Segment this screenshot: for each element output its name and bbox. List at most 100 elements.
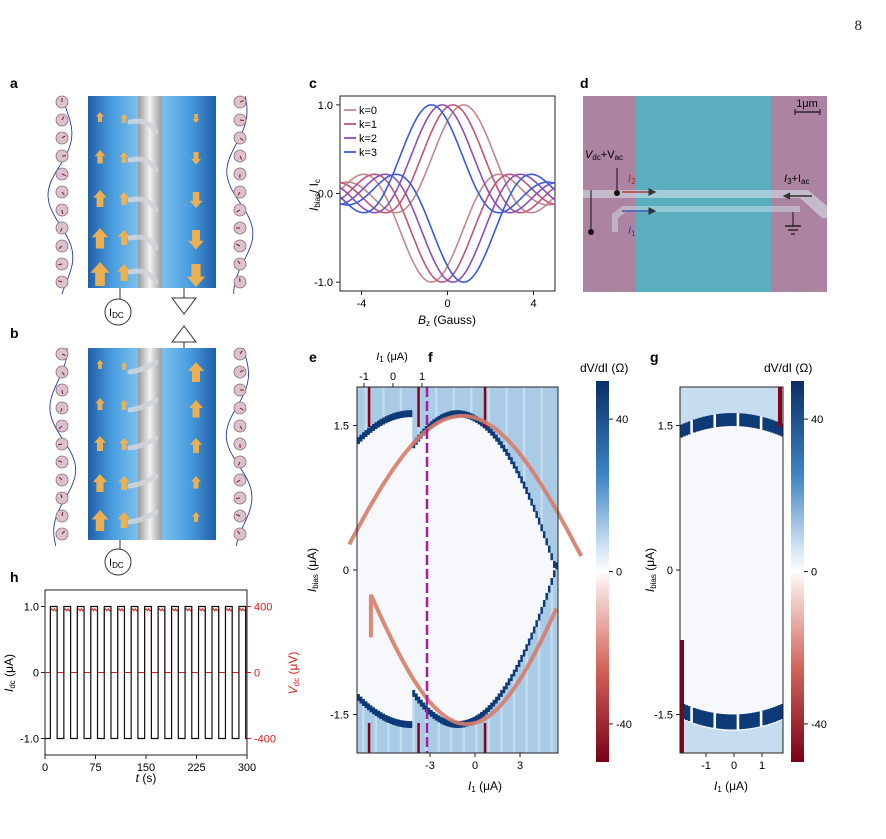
spin-arrow <box>189 400 203 418</box>
heatmap-cell-normal-bottom <box>682 720 686 753</box>
heatmap-cell-peak-bottom <box>713 713 717 729</box>
heatmap-cell-peak-top <box>382 417 386 425</box>
legend-entry: k=3 <box>359 147 377 159</box>
heatmap-cell-peak-top <box>762 417 766 431</box>
heatmap-cell-peak-bottom <box>522 649 526 657</box>
heatmap-cell-normal-top <box>695 387 699 419</box>
spin-arrow <box>117 264 131 281</box>
heatmap-cell-peak-top <box>409 410 413 418</box>
heatmap-cell-normal-top <box>527 387 531 493</box>
heatmap-cell-peak-bottom <box>424 705 428 713</box>
x-tick-label: -3 <box>425 760 435 772</box>
heatmap-cell-peak-top <box>718 413 722 427</box>
heatmap-cell-normal-bottom <box>746 729 750 753</box>
heatmap-cell-peak-top <box>535 511 539 519</box>
chart-e-ylabel: Ibias (μA) <box>305 548 320 592</box>
colorbar-g-label: dV/dI (Ω) <box>764 361 812 375</box>
heatmap-g-cells <box>680 387 784 753</box>
spin-arrow <box>188 362 204 382</box>
heatmap-cell-peak-top <box>377 420 381 428</box>
heatmap-cell-normal-bottom <box>542 607 546 753</box>
y-tick-label: 0 <box>343 565 349 577</box>
chart-ef-ticks: 1.5 0 -1.5 -1 0 1 -3 0 3 <box>330 371 523 772</box>
x-tick-label: 225 <box>187 762 205 774</box>
heatmap-cell-normal-bottom <box>522 656 526 753</box>
heatmap-cell-normal-top <box>530 387 534 499</box>
spin-vector <box>57 443 63 446</box>
heatmap-cell-normal-top <box>522 387 526 482</box>
heatmap-cell-normal-bottom <box>359 703 363 753</box>
heatmap-spike <box>680 640 684 753</box>
heatmap-cell-normal-top <box>502 387 506 445</box>
heatmap-cell-peak-top <box>457 410 461 418</box>
colorbar-f <box>596 381 609 762</box>
heatmap-cell-normal-top <box>407 387 411 411</box>
heatmap-cell-normal-bottom <box>752 728 756 753</box>
heatmap-cell-peak-bottom <box>746 713 750 729</box>
panel-letters: a b c d e f g h <box>10 75 659 585</box>
heatmap-cell-peak-top <box>492 431 496 439</box>
heatmap-cell-peak-bottom <box>374 709 378 717</box>
chart-c-ticks: -4 0 4 -1.0 0.0 1.0 <box>314 100 537 310</box>
heatmap-cell-normal-bottom <box>532 633 536 753</box>
heatmap-cell-normal-bottom <box>439 723 443 753</box>
heatmap-cell-normal-top <box>685 387 689 423</box>
heatmap-cell-peak-bottom <box>369 705 373 713</box>
heatmap-cell-peak-bottom <box>512 669 516 677</box>
heatmap-cell-normal-top <box>387 387 391 416</box>
heatmap-cell-normal-top <box>397 387 401 412</box>
heatmap-cell-peak-top <box>460 410 463 418</box>
heatmap-cell-normal-bottom <box>527 645 531 753</box>
heatmap-cell-normal-bottom <box>767 725 771 753</box>
heatmap-cell-peak-top <box>700 417 704 431</box>
heatmap-cell-peak-bottom <box>767 708 771 724</box>
y-tick-label: -1.5 <box>654 709 673 721</box>
heatmap-cell-normal-bottom <box>764 725 768 753</box>
heatmap-cell-normal-top <box>705 387 709 416</box>
heatmap-cell-peak-bottom <box>687 706 691 722</box>
spin-vector <box>60 407 63 412</box>
heatmap-cell-peak-top <box>764 417 768 431</box>
heatmap-cell-peak-bottom <box>507 678 511 686</box>
spin-arrow <box>91 510 109 531</box>
x-tick-label: -1 <box>701 760 711 772</box>
heatmap-cell-normal-bottom <box>470 725 473 753</box>
heatmap-cell-peak-bottom <box>754 712 758 728</box>
spin-arrow <box>91 228 109 249</box>
heatmap-cell-peak-top <box>780 423 784 437</box>
heatmap-cell-normal-bottom <box>495 703 499 753</box>
heatmap-cell-normal-bottom <box>392 725 396 753</box>
heatmap-cell-peak-top <box>500 441 504 449</box>
heatmap-cell-normal-top <box>419 387 423 432</box>
spin-vector <box>237 260 241 265</box>
spin-vector <box>239 350 243 355</box>
heatmap-cell-peak-top <box>384 416 388 424</box>
x-tick-label: 75 <box>89 762 101 774</box>
heatmap-cell-normal-bottom <box>685 721 689 753</box>
heatmap-cell-peak-bottom <box>500 689 504 697</box>
heatmap-cell-normal-top <box>510 387 514 458</box>
y-tick-label: 1.5 <box>334 421 349 433</box>
spin-vector <box>236 514 241 517</box>
heatmap-cell-normal-top <box>480 387 484 420</box>
heatmap-cell-normal-bottom <box>465 726 468 753</box>
heatmap-cell-normal-top <box>372 387 375 424</box>
heatmap-cell-peak-bottom <box>367 703 370 711</box>
heatmap-cell-peak-top <box>532 504 536 512</box>
heatmap-cell-peak-top <box>757 415 761 429</box>
spin-arrow <box>192 114 200 123</box>
heatmap-cell-normal-top <box>520 387 524 477</box>
heatmap-cell-peak-bottom <box>550 578 554 586</box>
y-tick-label: 1.5 <box>658 421 673 433</box>
colorbar-tick-label: 40 <box>616 414 628 426</box>
heatmap-cell-normal-top <box>552 387 556 561</box>
heatmap-cell-peak-top <box>736 413 740 427</box>
heatmap-cell-peak-top <box>713 414 717 428</box>
heatmap-cell-normal-top <box>477 387 481 418</box>
colorbar-f-label: dV/dI (Ω) <box>580 361 628 375</box>
heatmap-cell-peak-top <box>540 524 544 532</box>
heatmap-cell-peak-bottom <box>517 660 521 668</box>
heatmap-cell-peak-top <box>710 414 714 428</box>
heatmap-cell-normal-bottom <box>718 730 722 753</box>
heatmap-g-background <box>680 387 783 753</box>
